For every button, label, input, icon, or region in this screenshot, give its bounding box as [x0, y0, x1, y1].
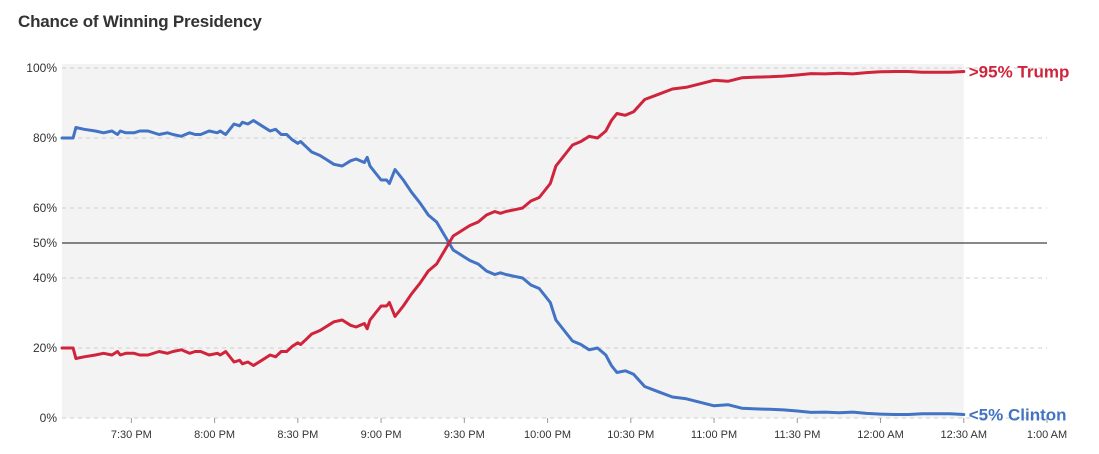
end-label-clinton: <5% Clinton: [969, 406, 1067, 425]
x-tick-label: 12:30 AM: [941, 429, 987, 441]
x-tick-label: 11:00 PM: [691, 429, 737, 441]
x-tick-label: 11:30 PM: [774, 429, 820, 441]
series-line-clinton: [60, 119, 966, 416]
y-tick-label: 40%: [33, 271, 57, 285]
y-tick-label: 50%: [33, 236, 57, 250]
y-tick-label: 0%: [40, 411, 58, 425]
y-axis: 0% 20% 40% 50% 60% 80% 100%: [26, 61, 57, 425]
y-tick-label: 80%: [33, 131, 57, 145]
series-line-trump: [60, 70, 966, 367]
plot-shaded-background: [62, 64, 964, 418]
y-tick-label: 60%: [33, 201, 57, 215]
end-labels: <5% Clinton >95% Trump: [969, 63, 1070, 425]
end-label-trump: >95% Trump: [969, 63, 1070, 82]
x-tick-label: 8:30 PM: [277, 429, 318, 441]
x-tick-label: 8:00 PM: [194, 429, 235, 441]
x-tick-label: 12:00 AM: [857, 429, 903, 441]
x-axis: 7:30 PM 8:00 PM 8:30 PM 9:00 PM 9:30 PM 10:00…: [111, 418, 1067, 441]
x-tick-label: 10:30 PM: [607, 429, 654, 441]
x-tick-label: 10:00 PM: [524, 429, 571, 441]
series-lines: [60, 70, 966, 416]
x-tick-label: 9:30 PM: [444, 429, 485, 441]
chart-title: Chance of Winning Presidency: [18, 12, 262, 31]
x-tick-label: 1:00 AM: [1027, 429, 1067, 441]
y-tick-label: 20%: [33, 341, 57, 355]
x-tick-label: 9:00 PM: [361, 429, 402, 441]
x-tick-label: 7:30 PM: [111, 429, 152, 441]
y-tick-label: 100%: [26, 61, 57, 75]
